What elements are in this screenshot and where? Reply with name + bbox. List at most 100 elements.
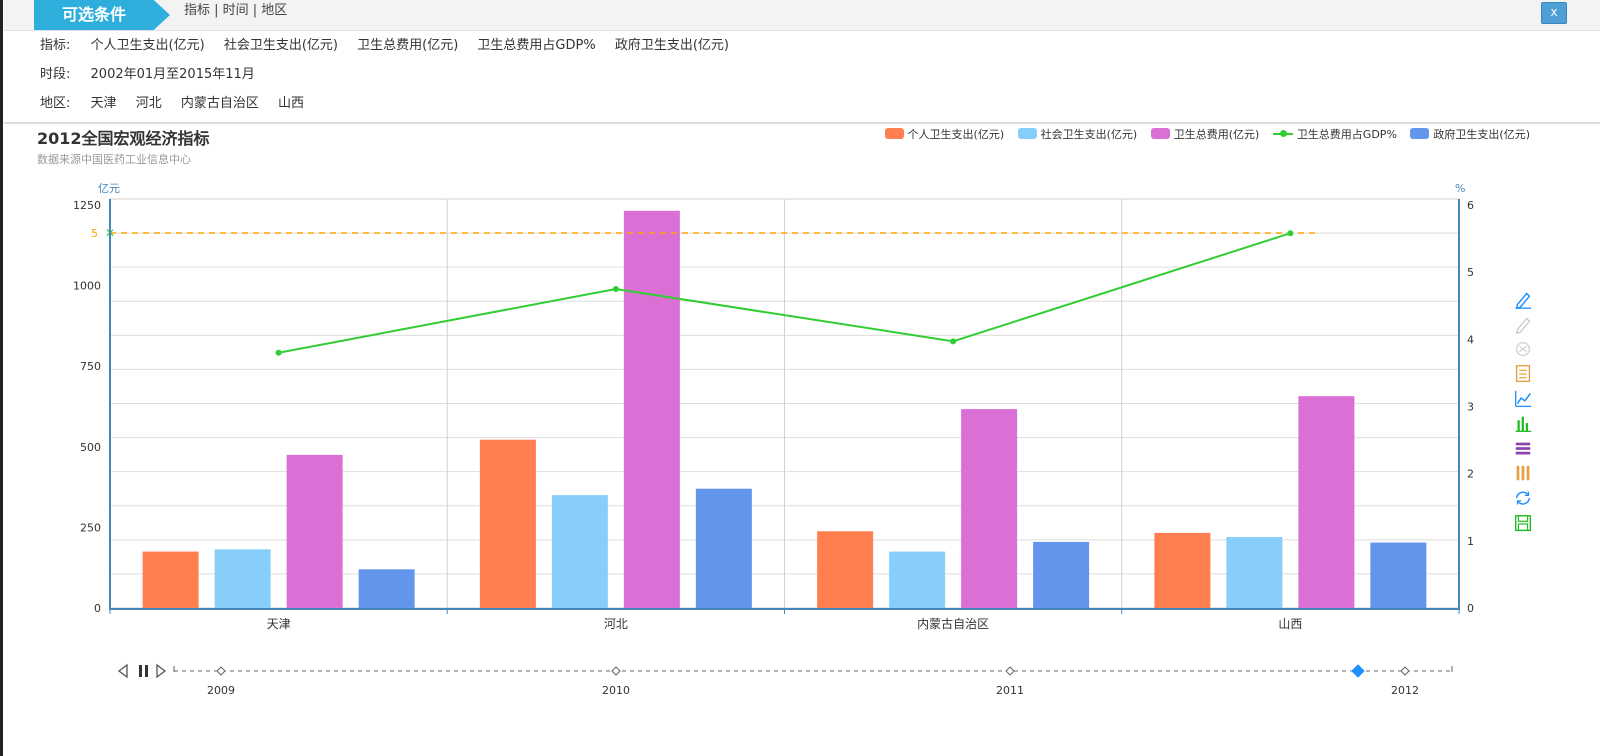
y-tick-left: 0 xyxy=(94,602,101,615)
timeline-point xyxy=(1005,666,1015,676)
mark-pen-icon[interactable] xyxy=(1512,288,1534,310)
data-view-icon[interactable] xyxy=(1512,363,1534,385)
bar xyxy=(1154,532,1211,608)
y-tick-left: 500 xyxy=(80,441,101,454)
bar xyxy=(551,495,608,608)
bar xyxy=(214,549,271,608)
bar xyxy=(479,439,536,608)
chart-legend: 个人卫生支出(亿元) 社会卫生支出(亿元) 卫生总费用(亿元) 卫生总费用占GD… xyxy=(875,126,1530,142)
line-point xyxy=(950,338,957,345)
bar xyxy=(889,551,946,608)
timeline-label: 2010 xyxy=(602,684,630,697)
timeline-current xyxy=(1351,664,1365,678)
legend-item[interactable]: 社会卫生支出(亿元) xyxy=(1017,126,1138,142)
y-tick-right: 3 xyxy=(1467,401,1474,414)
line-point xyxy=(275,349,282,356)
mark-line-label: 5 xyxy=(91,227,98,240)
bar xyxy=(695,488,752,608)
y-tick-left: 250 xyxy=(80,521,101,534)
filter-header: 可选条件 指标 | 时间 | 地区 x xyxy=(4,0,1600,31)
timeline-label: 2011 xyxy=(996,684,1024,697)
y-axis-right-label: % xyxy=(1455,182,1465,195)
region-option[interactable]: 河北 xyxy=(135,96,162,111)
filter-tag[interactable]: 可选条件 xyxy=(34,0,170,30)
indicator-option[interactable]: 卫生总费用占GDP% xyxy=(477,38,596,53)
legend-item[interactable]: 个人卫生支出(亿元) xyxy=(884,126,1005,142)
region-row: 地区: 天津 河北 内蒙古自治区 山西 xyxy=(40,94,319,114)
indicator-label: 指标: xyxy=(40,38,71,53)
line-chart-icon[interactable] xyxy=(1512,388,1534,410)
chart-toolbox xyxy=(1512,288,1536,538)
timeline-point xyxy=(1400,666,1410,676)
indicator-option[interactable]: 个人卫生支出(亿元) xyxy=(90,38,205,53)
timeline-point xyxy=(216,666,226,676)
y-tick-right: 6 xyxy=(1467,199,1474,212)
y-tick-right: 5 xyxy=(1467,266,1474,279)
tiled-icon[interactable] xyxy=(1512,463,1534,485)
filter-breadcrumb[interactable]: 指标 | 时间 | 地区 xyxy=(184,3,288,18)
chart-title: 2012全国宏观经济指标 xyxy=(37,129,210,148)
bar xyxy=(1370,542,1427,608)
mark-clear-icon[interactable] xyxy=(1512,338,1534,360)
restore-icon[interactable] xyxy=(1512,488,1534,510)
indicator-option[interactable]: 卫生总费用(亿元) xyxy=(357,38,459,53)
line-path xyxy=(278,232,1291,354)
bar xyxy=(961,409,1018,608)
indicator-option[interactable]: 政府卫生支出(亿元) xyxy=(614,38,729,53)
legend-item[interactable]: 卫生总费用占GDP% xyxy=(1272,126,1397,142)
stack-icon[interactable] xyxy=(1512,438,1534,460)
mark-undo-icon[interactable] xyxy=(1512,313,1534,335)
bar xyxy=(1226,537,1283,608)
save-image-icon[interactable] xyxy=(1512,513,1534,535)
indicator-row: 指标: 个人卫生支出(亿元) 社会卫生支出(亿元) 卫生总费用(亿元) 卫生总费… xyxy=(40,36,744,56)
bar-chart-icon[interactable] xyxy=(1512,413,1534,435)
chart-subtitle: 数据来源中国医药工业信息中心 xyxy=(37,153,191,166)
filter-panel: 可选条件 指标 | 时间 | 地区 x 指标: 个人卫生支出(亿元) 社会卫生支… xyxy=(4,0,1600,124)
y-tick-left: 1000 xyxy=(73,280,101,293)
bar-series xyxy=(142,210,1427,608)
x-tick-label: 山西 xyxy=(1278,617,1302,631)
x-tick-label: 天津 xyxy=(267,617,291,631)
period-row: 时段: 2002年01月至2015年11月 xyxy=(40,65,270,85)
y-tick-right: 0 xyxy=(1467,602,1474,615)
timeline-label: 2012 xyxy=(1391,684,1419,697)
indicator-option[interactable]: 社会卫生支出(亿元) xyxy=(223,38,338,53)
legend-label: 社会卫生支出(亿元) xyxy=(1040,128,1138,141)
legend-swatch xyxy=(1017,128,1037,139)
y-tick-right: 2 xyxy=(1467,468,1474,481)
y-tick-right: 4 xyxy=(1467,333,1474,346)
x-tick-label: 河北 xyxy=(604,617,628,631)
legend-item[interactable]: 卫生总费用(亿元) xyxy=(1150,126,1259,142)
close-button[interactable]: x xyxy=(1541,2,1567,24)
bar xyxy=(286,454,343,608)
pause-icon xyxy=(139,665,142,677)
line-series xyxy=(275,230,1294,356)
legend-label: 卫生总费用占GDP% xyxy=(1296,128,1397,141)
timeline-point xyxy=(611,666,621,676)
prev-icon xyxy=(117,663,128,679)
region-option[interactable]: 山西 xyxy=(278,96,305,111)
period-value[interactable]: 2002年01月至2015年11月 xyxy=(90,67,255,82)
legend-swatch xyxy=(884,128,904,139)
timeline: 2009 2010 2011 2012 xyxy=(117,663,1453,697)
region-option[interactable]: 天津 xyxy=(90,96,117,111)
legend-item[interactable]: 政府卫生支出(亿元) xyxy=(1410,126,1530,142)
region-option[interactable]: 内蒙古自治区 xyxy=(180,96,259,111)
legend-swatch xyxy=(1150,128,1170,139)
line-point xyxy=(1287,230,1294,237)
bar xyxy=(142,551,199,608)
region-label: 地区: xyxy=(40,96,71,111)
bar xyxy=(358,569,415,608)
bar xyxy=(623,210,680,608)
bar xyxy=(817,531,874,608)
next-icon xyxy=(156,663,167,679)
legend-line-swatch xyxy=(1272,128,1293,139)
y-axis-left-label: 亿元 xyxy=(98,182,120,195)
y-tick-left: 750 xyxy=(80,360,101,373)
line-point xyxy=(612,285,619,292)
window-left-edge xyxy=(0,0,3,756)
x-tick-label: 内蒙古自治区 xyxy=(917,616,989,631)
legend-label: 个人卫生支出(亿元) xyxy=(907,128,1005,141)
legend-swatch xyxy=(1410,128,1430,139)
